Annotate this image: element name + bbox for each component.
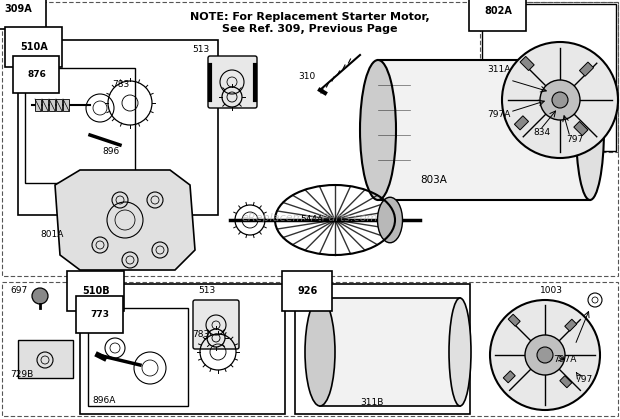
- Bar: [520, 57, 534, 70]
- Ellipse shape: [378, 197, 402, 243]
- Text: 729B: 729B: [10, 370, 33, 379]
- Text: 834: 834: [533, 128, 550, 137]
- Text: 311B: 311B: [360, 398, 383, 407]
- Circle shape: [552, 92, 568, 108]
- FancyBboxPatch shape: [208, 56, 257, 108]
- Bar: [25, 68, 135, 183]
- Ellipse shape: [360, 60, 396, 200]
- Text: 797A: 797A: [487, 110, 510, 119]
- Text: 513: 513: [192, 45, 210, 54]
- Bar: [320, 298, 460, 406]
- Text: 896: 896: [102, 147, 119, 156]
- Circle shape: [32, 288, 48, 304]
- Bar: [56, 99, 62, 111]
- Ellipse shape: [576, 60, 604, 200]
- Bar: [482, 4, 616, 151]
- Bar: [2, 2, 618, 276]
- Text: 926: 926: [297, 286, 317, 296]
- Text: eReplacementParts.com: eReplacementParts.com: [242, 213, 378, 223]
- Bar: [18, 40, 218, 215]
- Text: 773: 773: [90, 310, 109, 319]
- Ellipse shape: [305, 298, 335, 406]
- Polygon shape: [55, 170, 195, 270]
- Circle shape: [490, 300, 600, 410]
- Bar: [18, 340, 73, 378]
- Bar: [35, 99, 41, 111]
- Text: 513: 513: [198, 286, 215, 295]
- Bar: [515, 116, 528, 130]
- Text: 876: 876: [27, 70, 46, 79]
- Text: 783: 783: [112, 80, 129, 89]
- Text: 802A: 802A: [484, 6, 512, 16]
- Bar: [560, 376, 572, 388]
- Bar: [49, 99, 55, 111]
- Text: 311A: 311A: [487, 65, 510, 74]
- Text: 783: 783: [192, 330, 210, 339]
- Text: 896A: 896A: [92, 396, 115, 405]
- Text: 797: 797: [575, 375, 592, 384]
- Text: 544A: 544A: [300, 215, 323, 224]
- Bar: [574, 122, 588, 136]
- Ellipse shape: [449, 298, 471, 406]
- Bar: [80, 284, 285, 414]
- Bar: [480, 2, 618, 152]
- Text: 510B: 510B: [82, 286, 110, 296]
- Text: 510A: 510A: [20, 42, 48, 52]
- Text: See Ref. 309, Previous Page: See Ref. 309, Previous Page: [222, 24, 398, 34]
- Text: 309A: 309A: [4, 4, 32, 14]
- Text: 310: 310: [298, 72, 315, 81]
- Text: 803A: 803A: [420, 175, 447, 185]
- Circle shape: [540, 80, 580, 120]
- Bar: [508, 314, 520, 326]
- Circle shape: [525, 335, 565, 375]
- Circle shape: [537, 347, 553, 363]
- Text: NOTE: For Replacement Starter Motor,: NOTE: For Replacement Starter Motor,: [190, 12, 430, 22]
- Bar: [503, 371, 515, 383]
- Bar: [2, 282, 618, 416]
- Bar: [295, 284, 470, 414]
- Bar: [565, 319, 577, 331]
- Bar: [63, 99, 69, 111]
- Text: 1003: 1003: [540, 286, 563, 295]
- Text: 797: 797: [566, 135, 583, 144]
- Bar: [580, 62, 593, 76]
- FancyBboxPatch shape: [193, 300, 239, 349]
- Bar: [42, 99, 48, 111]
- Text: 697: 697: [10, 286, 27, 295]
- Bar: [88, 308, 188, 406]
- Text: 797A: 797A: [553, 355, 577, 364]
- Text: 801A: 801A: [40, 230, 63, 239]
- Bar: [378, 60, 590, 200]
- Circle shape: [502, 42, 618, 158]
